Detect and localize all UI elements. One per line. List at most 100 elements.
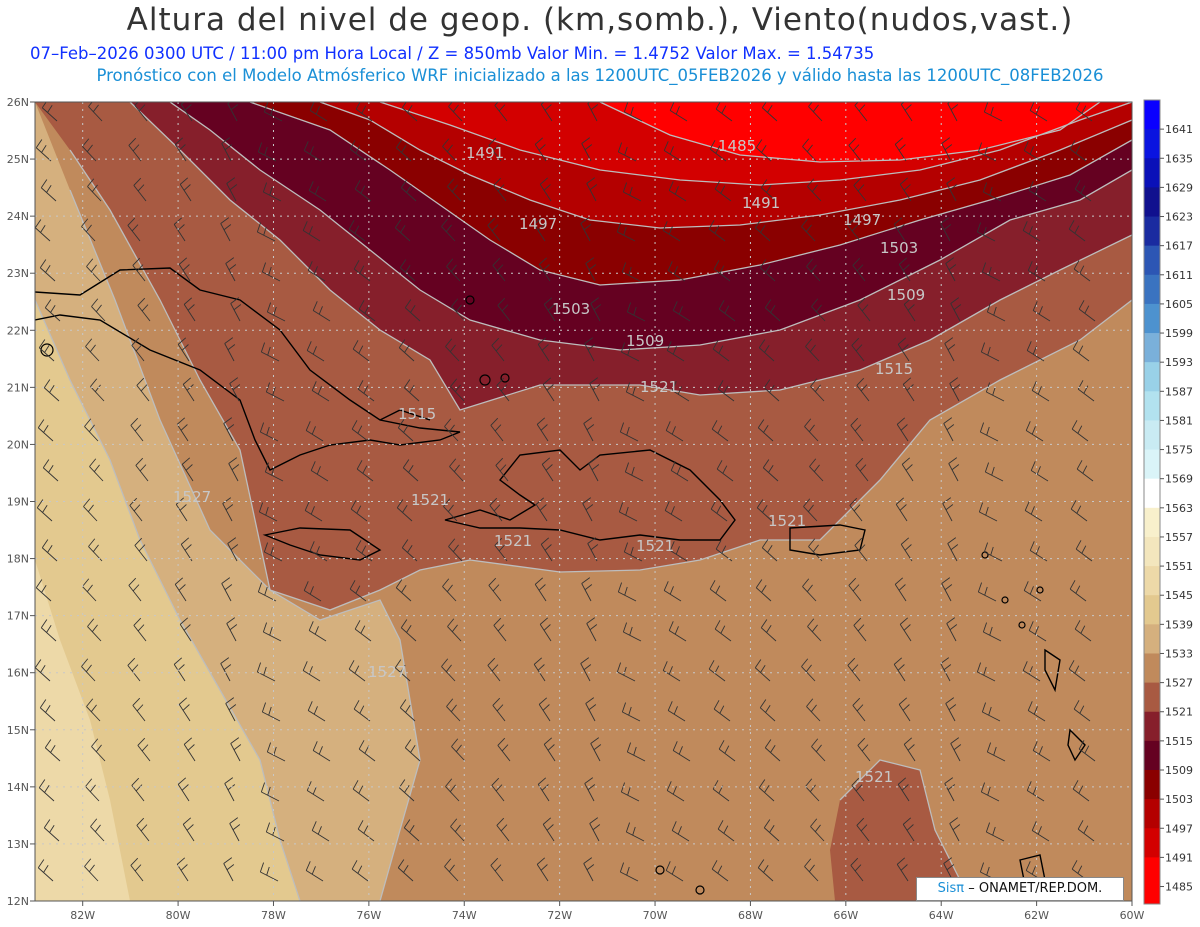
wind-barb [759, 259, 776, 282]
wind-barb [542, 817, 555, 842]
field-1539 [35, 300, 300, 901]
wind-barb [896, 857, 909, 882]
wind-barb [849, 497, 863, 522]
wind-barb [175, 497, 188, 522]
wind-barb [90, 818, 105, 842]
wind-barb [538, 257, 551, 282]
wind-barb [850, 417, 864, 442]
wind-barb [256, 662, 276, 682]
wind-barb [403, 819, 420, 842]
wind-barb [617, 142, 637, 162]
wind-barb [667, 261, 686, 282]
wind-barb [1078, 740, 1096, 762]
wind-barb [263, 542, 283, 562]
wind-barb [487, 657, 501, 682]
colorbar-label: 1557 [1165, 531, 1193, 544]
wind-barb [44, 739, 61, 762]
contour-label: 1527 [173, 488, 211, 506]
colorbar-swatch [1144, 653, 1160, 684]
colorbar-swatch [1144, 158, 1160, 188]
wind-barb [35, 139, 52, 162]
wind-barb [978, 502, 998, 522]
contour-label: 1509 [887, 286, 925, 304]
wind-barb [401, 102, 418, 122]
colorbar-swatch [1144, 274, 1160, 305]
lon-tick-label: 82W [70, 909, 95, 922]
wind-barb [1031, 821, 1050, 842]
wind-barb [228, 457, 240, 482]
colorbar-swatch [1144, 420, 1160, 451]
wind-barb [354, 180, 372, 202]
brand-logo-text: Sisπ [937, 881, 965, 896]
wind-barb [808, 102, 823, 122]
lon-tick-label: 74W [452, 909, 477, 922]
wind-barb [718, 740, 736, 762]
wind-barb [1073, 260, 1091, 282]
wind-barb [948, 457, 960, 482]
wind-barb [308, 181, 327, 202]
map-title: Altura del nivel de geop. (km,somb.), Vi… [126, 2, 1074, 38]
colorbar-label: 1581 [1165, 414, 1193, 427]
wind-barb [586, 617, 598, 642]
wind-barb [131, 337, 145, 362]
wind-barb [625, 382, 645, 402]
wind-barb [857, 297, 871, 322]
colorbar-swatch [1144, 536, 1160, 567]
wind-barb [312, 741, 331, 762]
wind-barb [493, 177, 507, 202]
colorbar-swatch [1144, 391, 1160, 421]
colorbar-label: 1485 [1165, 881, 1193, 894]
lat-tick-label: 23N [7, 267, 29, 280]
colorbar-swatch [1144, 449, 1160, 480]
wind-barb [1078, 300, 1096, 322]
wind-barb [893, 657, 906, 682]
wind-barb [848, 137, 862, 162]
wind-barb [851, 337, 865, 362]
wind-barb [1069, 140, 1087, 162]
wind-barb [43, 379, 60, 402]
wind-barb [404, 299, 421, 322]
wind-barb [35, 659, 51, 682]
wind-barb [979, 422, 999, 442]
wind-barb [713, 700, 731, 722]
lat-tick-label: 14N [7, 781, 29, 794]
wind-barb [443, 498, 458, 522]
wind-barb [901, 457, 914, 482]
wind-barb [616, 662, 636, 682]
wind-barb [1023, 141, 1042, 162]
lon-tick-label: 62W [1024, 909, 1049, 922]
wind-barb [445, 778, 460, 802]
wind-barb [351, 420, 369, 442]
wind-barb [355, 540, 373, 562]
wind-barb [492, 697, 506, 722]
field-1545 [35, 560, 130, 901]
latitude-ticks: 12N 13N 14N 15N 16N 17N 18N 19N 20N 21N 22N 23N 24N 2… [7, 96, 35, 908]
wind-barb [90, 378, 105, 402]
wind-barb [223, 417, 235, 442]
wind-barb [448, 102, 463, 122]
wind-barb [950, 297, 962, 322]
contour-label: 1497 [843, 211, 881, 229]
small-islands [40, 295, 1044, 895]
wind-barb [855, 457, 869, 482]
wind-barb [394, 219, 411, 242]
wind-barb [226, 177, 238, 202]
wind-barb [1024, 501, 1043, 522]
wind-barb [715, 102, 733, 122]
colorbar-label: 1569 [1165, 473, 1193, 486]
colorbar-swatch [1144, 799, 1160, 829]
wind-barb [985, 822, 1005, 842]
wind-barb [946, 177, 958, 202]
wind-barb [490, 857, 504, 882]
wind-barb [716, 460, 734, 482]
colorbar-swatch [1144, 362, 1160, 392]
wind-barb [230, 737, 242, 762]
wind-barb [625, 822, 645, 842]
wind-barb [664, 501, 683, 522]
colorbar-swatch [1144, 187, 1160, 218]
wind-barb [134, 102, 148, 122]
wind-barb [945, 697, 957, 722]
wind-barb [667, 701, 686, 722]
wind-barb [898, 697, 911, 722]
wind-barb [311, 821, 330, 842]
